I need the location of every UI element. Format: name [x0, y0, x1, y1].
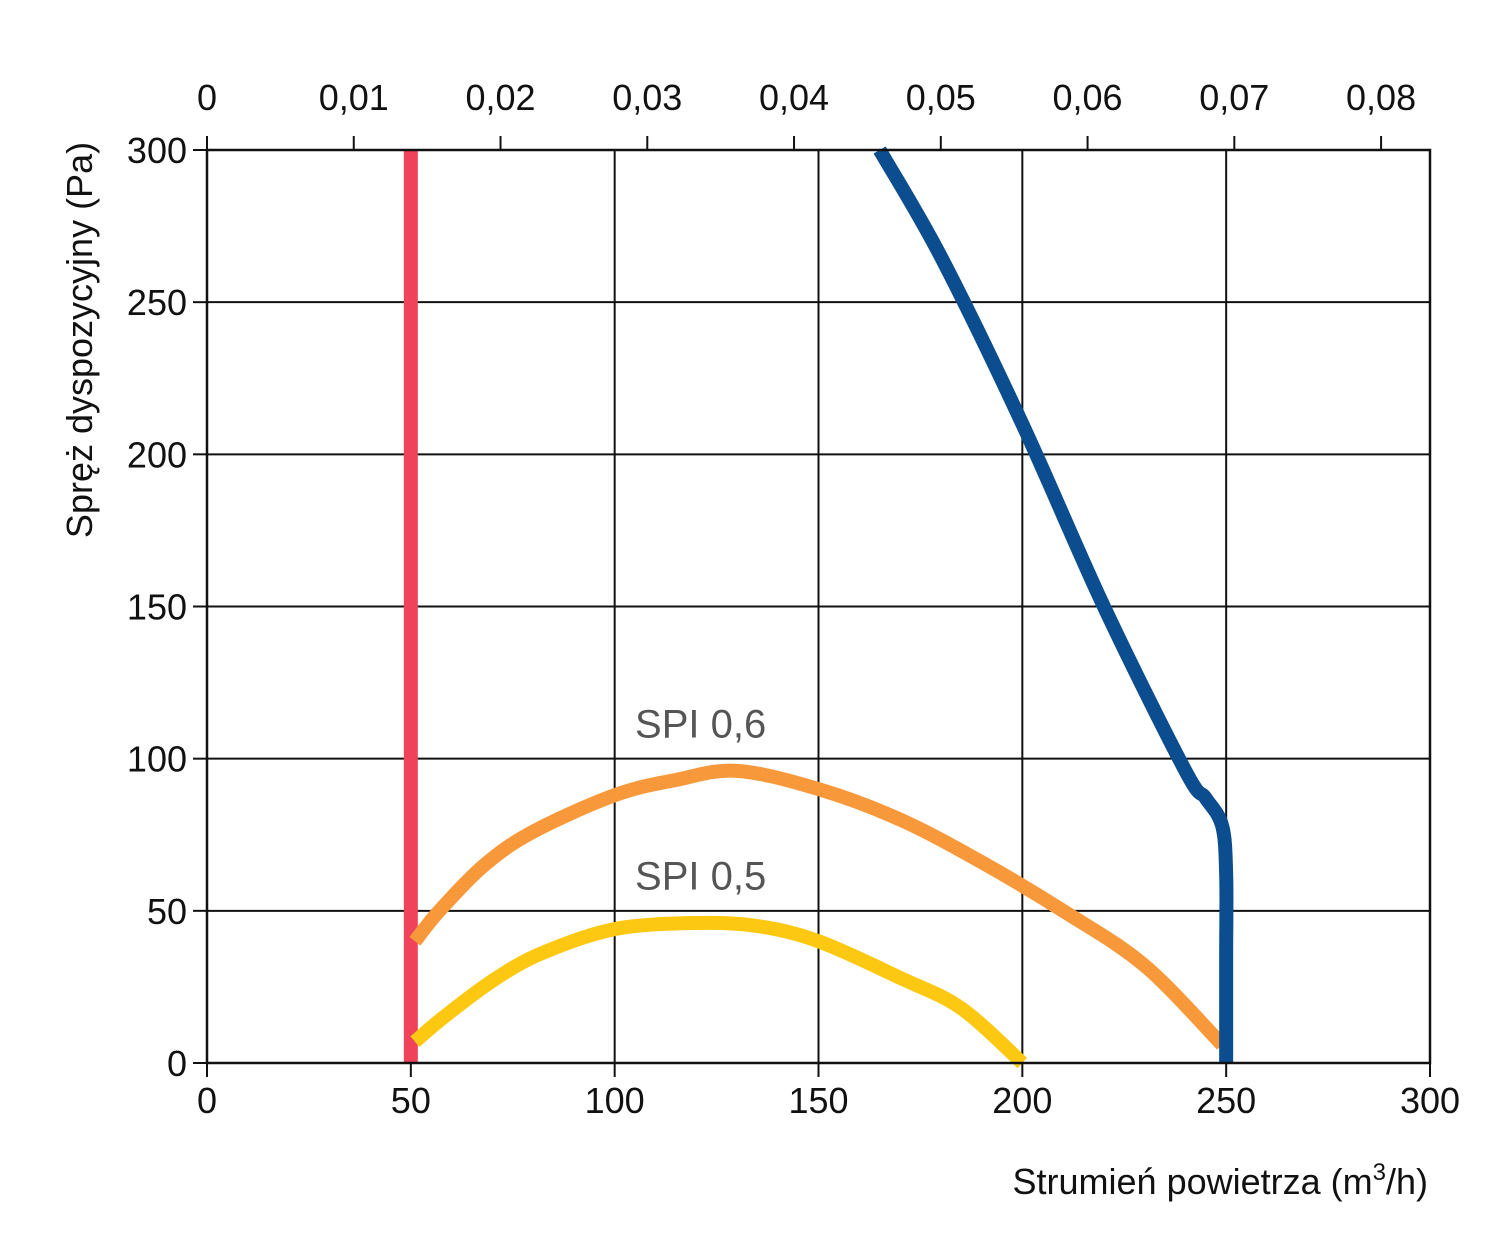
spi-0-5-curve [410, 915, 1028, 1069]
y-tick-label: 250 [127, 282, 187, 323]
top-tick-label: 0,08 [1346, 77, 1416, 118]
plot-frame [205, 148, 1432, 1065]
y-tick-label: 100 [127, 739, 187, 780]
top-tick-label: 0,03 [612, 77, 682, 118]
top-tick-label: 0,05 [906, 77, 976, 118]
y-tick-label: 300 [127, 130, 187, 171]
x-tick-label: 150 [788, 1080, 848, 1121]
spi-0-5-label: SPI 0,5 [635, 855, 766, 899]
top-tick-label: 0,06 [1053, 77, 1123, 118]
max-performance-curve [873, 146, 1234, 1063]
data-series [403, 146, 1234, 1069]
y-tick-label: 200 [127, 434, 187, 475]
y-tick-label: 50 [147, 891, 187, 932]
top-tick-label: 0,01 [319, 77, 389, 118]
curve-labels: SPI 0,6 SPI 0,5 [635, 702, 766, 898]
y-tick-label: 150 [127, 587, 187, 628]
x-tick-label: 0 [197, 1080, 217, 1121]
y-tick-label: 0 [167, 1043, 187, 1084]
x-axis-title-superscript: 3 [1373, 1159, 1386, 1186]
x-axis-title: Strumień powietrza (m3/h) [1013, 1159, 1428, 1202]
y-axis-title: Spręż dyspozycyjny (Pa) [59, 142, 100, 538]
x-tick-label: 200 [992, 1080, 1052, 1121]
x-tick-label: 50 [391, 1080, 431, 1121]
x-tick-label: 100 [585, 1080, 645, 1121]
top-tick-label: 0,04 [759, 77, 829, 118]
top-tick-label: 0,02 [465, 77, 535, 118]
x-tick-label: 300 [1400, 1080, 1460, 1121]
top-tick-label: 0 [197, 77, 217, 118]
spi-0-6-curve [409, 763, 1228, 1050]
top-tick-label: 0,07 [1199, 77, 1269, 118]
x-tick-label: 250 [1196, 1080, 1256, 1121]
spi-0-6-label: SPI 0,6 [635, 702, 766, 746]
